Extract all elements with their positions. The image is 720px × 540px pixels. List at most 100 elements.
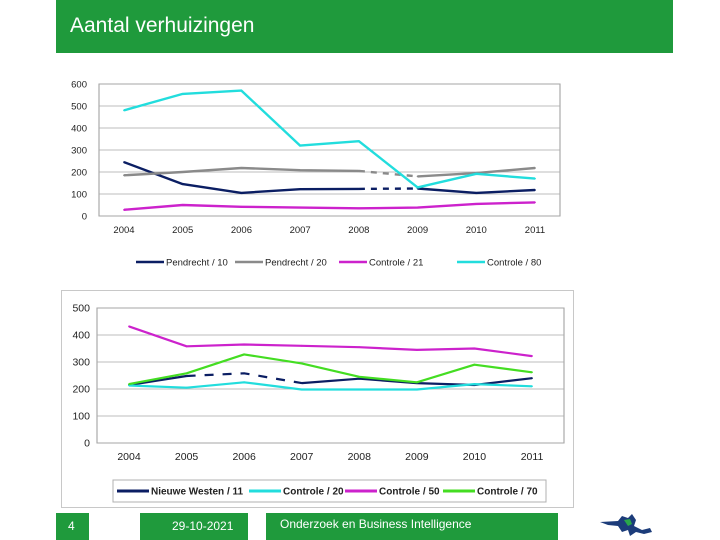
legend-label-controle-70: Controle / 70 bbox=[477, 487, 538, 498]
series-line-controle-21 bbox=[123, 201, 536, 211]
y-tick-label: 300 bbox=[71, 146, 87, 157]
data-point-controle-80 bbox=[181, 93, 184, 95]
y-tick-label: 600 bbox=[71, 80, 87, 91]
y-tick-label: 0 bbox=[82, 212, 87, 223]
data-point-pendrecht-10 bbox=[123, 161, 125, 163]
data-point-controle-20 bbox=[531, 385, 533, 388]
y-tick-label: 100 bbox=[72, 411, 90, 423]
chart-moves-pendrecht: 0 100 200 300 400 500 600 2004 2005 2006 2007 2008 2… bbox=[71, 80, 561, 269]
data-point-controle-20 bbox=[473, 383, 476, 386]
data-point-pendrecht-20 bbox=[299, 169, 302, 172]
data-point-controle-21 bbox=[534, 201, 536, 204]
data-point-controle-50 bbox=[128, 325, 130, 328]
data-point-controle-70 bbox=[473, 363, 476, 366]
data-point-controle-80 bbox=[416, 186, 419, 189]
data-point-controle-70 bbox=[128, 383, 130, 386]
y-tick-label: 400 bbox=[71, 124, 87, 135]
y-tick-label: 0 bbox=[84, 438, 90, 450]
y-tick-label: 200 bbox=[71, 168, 87, 179]
data-point-nieuwe-westen-11 bbox=[358, 377, 361, 380]
series-line-controle-50 bbox=[128, 325, 533, 358]
data-point-controle-70 bbox=[185, 372, 188, 375]
legend-label-nieuwe-westen-11: Nieuwe Westen / 11 bbox=[151, 487, 244, 498]
x-tick-label: 2011 bbox=[525, 225, 545, 236]
legend-label-controle-21: Controle / 21 bbox=[369, 258, 423, 269]
department-bar: Onderzoek en Business Intelligence bbox=[266, 513, 558, 540]
series-line-nieuwe-westen-11 bbox=[128, 374, 187, 387]
data-point-nieuwe-westen-11 bbox=[185, 375, 188, 377]
x-tick-label: 2007 bbox=[290, 451, 314, 463]
data-point-controle-20 bbox=[300, 388, 303, 391]
page-title: Aantal verhuizingen bbox=[70, 14, 255, 37]
data-point-controle-50 bbox=[185, 345, 188, 348]
y-tick-label: 100 bbox=[71, 190, 87, 201]
data-point-controle-21 bbox=[357, 207, 360, 210]
legend-label-controle-50: Controle / 50 bbox=[379, 487, 440, 498]
data-point-controle-21 bbox=[240, 205, 243, 208]
data-point-pendrecht-20 bbox=[534, 167, 536, 169]
data-point-pendrecht-20 bbox=[357, 170, 360, 172]
x-tick-label: 2004 bbox=[113, 225, 134, 236]
data-point-controle-50 bbox=[473, 347, 476, 350]
series-line-pendrecht-20-dashed bbox=[358, 169, 418, 178]
data-point-controle-21 bbox=[416, 206, 419, 209]
data-point-controle-20 bbox=[358, 388, 361, 391]
y-tick-label: 400 bbox=[72, 330, 90, 342]
date-bar: 29-10-2021 bbox=[140, 513, 248, 540]
data-point-controle-50 bbox=[300, 344, 303, 347]
data-point-controle-70 bbox=[300, 362, 303, 365]
x-tick-label: 2009 bbox=[407, 225, 428, 236]
data-point-pendrecht-20 bbox=[181, 171, 184, 173]
data-point-controle-70 bbox=[415, 381, 418, 384]
x-tick-label: 2010 bbox=[466, 225, 487, 236]
data-point-nieuwe-westen-11 bbox=[300, 382, 303, 384]
legend-label-pendrecht-20: Pendrecht / 20 bbox=[265, 258, 327, 269]
plot-area bbox=[96, 307, 565, 444]
data-point-controle-20 bbox=[185, 386, 188, 389]
data-point-pendrecht-20 bbox=[123, 174, 125, 177]
x-tick-label: 2006 bbox=[231, 225, 252, 236]
title-bar: Aantal verhuizingen bbox=[56, 0, 673, 53]
data-point-controle-20 bbox=[243, 381, 246, 384]
data-point-controle-21 bbox=[299, 206, 302, 209]
legend-label-pendrecht-10: Pendrecht / 10 bbox=[166, 258, 228, 269]
legend-label-controle-20: Controle / 20 bbox=[283, 487, 344, 498]
data-point-controle-20 bbox=[415, 388, 418, 391]
data-point-pendrecht-10 bbox=[357, 188, 360, 190]
data-point-pendrecht-10 bbox=[534, 189, 536, 191]
x-tick-label: 2007 bbox=[290, 225, 311, 236]
legend-box bbox=[112, 479, 547, 503]
footer-department: Onderzoek en Business Intelligence bbox=[280, 517, 472, 531]
data-point-pendrecht-20 bbox=[416, 175, 419, 178]
data-point-controle-80 bbox=[534, 177, 536, 180]
chart-moves-nieuwe-westen: 0 100 200 300 400 500 2004 2005 2006 2007 2008 2009… bbox=[61, 290, 574, 508]
x-tick-label: 2006 bbox=[232, 451, 256, 463]
series-line-controle-80 bbox=[123, 89, 536, 189]
x-tick-label: 2009 bbox=[405, 451, 429, 463]
x-tick-label: 2008 bbox=[348, 225, 369, 236]
slide-number: 4 bbox=[68, 519, 75, 533]
data-point-nieuwe-westen-11 bbox=[243, 372, 246, 375]
data-point-controle-21 bbox=[475, 203, 478, 205]
y-tick-label: 500 bbox=[71, 102, 87, 113]
footer-date: 29-10-2021 bbox=[172, 519, 234, 533]
data-point-controle-80 bbox=[240, 89, 243, 92]
y-tick-label: 300 bbox=[72, 357, 90, 369]
series-line-controle-70 bbox=[128, 353, 533, 386]
data-point-nieuwe-westen-11 bbox=[531, 377, 533, 380]
series-line-controle-20 bbox=[128, 381, 533, 391]
x-tick-label: 2011 bbox=[521, 451, 544, 463]
data-point-pendrecht-10 bbox=[475, 192, 478, 194]
data-point-pendrecht-10 bbox=[240, 192, 243, 194]
data-point-pendrecht-10 bbox=[299, 188, 302, 191]
y-tick-label: 200 bbox=[72, 384, 90, 396]
legend-label-controle-80: Controle / 80 bbox=[487, 258, 541, 269]
data-point-controle-21 bbox=[181, 204, 184, 206]
logo-icon bbox=[600, 514, 652, 536]
slide-number-bar: 4 bbox=[56, 513, 89, 540]
data-point-controle-50 bbox=[243, 343, 246, 346]
data-point-controle-50 bbox=[531, 355, 533, 357]
data-point-controle-80 bbox=[475, 172, 478, 175]
data-point-controle-80 bbox=[299, 144, 302, 147]
x-tick-label: 2004 bbox=[117, 451, 141, 463]
